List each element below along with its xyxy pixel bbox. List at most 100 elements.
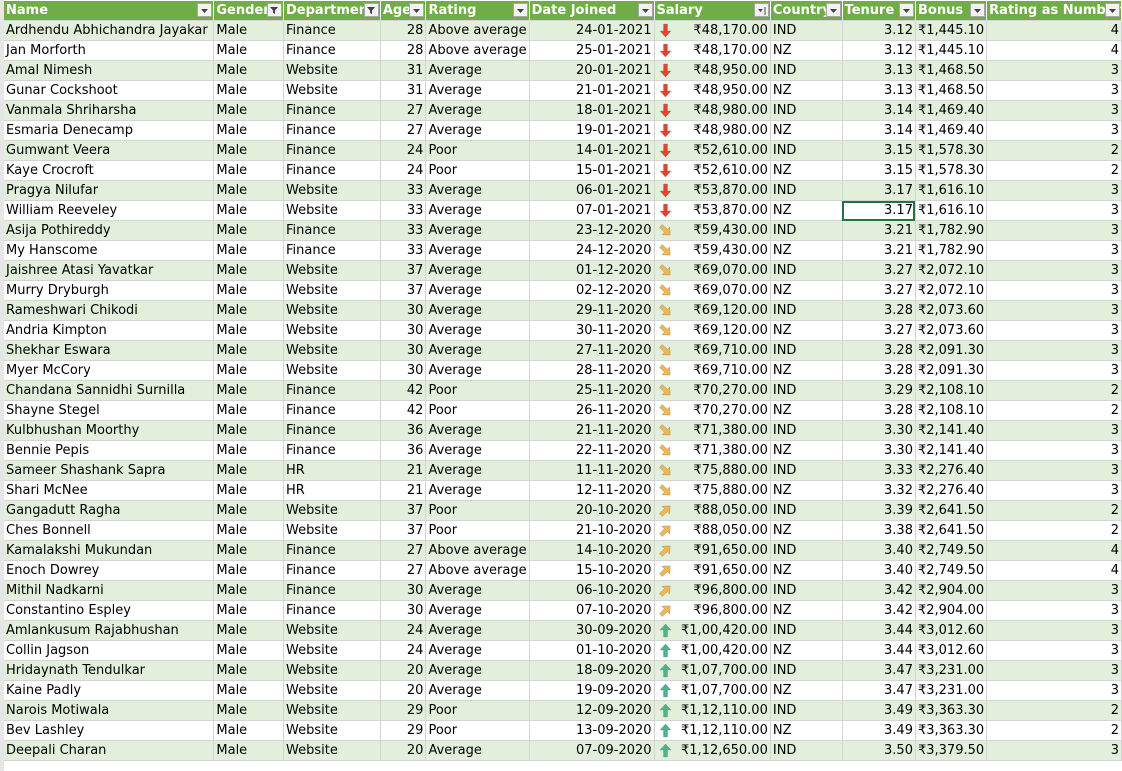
cell-tenure[interactable]: 3.32: [842, 480, 916, 501]
cell-tenure[interactable]: 3.49: [842, 700, 916, 721]
cell-rating[interactable]: Average: [425, 100, 530, 121]
cell-name[interactable]: Jan Morforth: [4, 40, 215, 61]
cell-bonus[interactable]: ₹1,468.50: [915, 80, 988, 101]
cell-rnum[interactable]: 3: [986, 100, 1122, 121]
cell-country[interactable]: NZ: [770, 400, 843, 421]
cell-rating[interactable]: Average: [425, 280, 530, 301]
cell-salary[interactable]: ₹1,07,700.00: [654, 660, 771, 681]
cell-department[interactable]: Finance: [283, 40, 381, 61]
cell-country[interactable]: IND: [770, 420, 843, 441]
cell-gender[interactable]: Male: [213, 180, 285, 201]
cell-rating[interactable]: Average: [425, 440, 530, 461]
cell-bonus[interactable]: ₹1,445.10: [915, 20, 988, 41]
cell-tenure[interactable]: 3.42: [842, 580, 916, 601]
cell-date[interactable]: 07-10-2020: [529, 600, 655, 621]
cell-tenure[interactable]: 3.17: [842, 200, 916, 221]
cell-bonus[interactable]: ₹2,072.10: [915, 260, 988, 281]
cell-bonus[interactable]: ₹2,091.30: [915, 360, 988, 381]
cell-name[interactable]: Ches Bonnell: [4, 520, 215, 541]
cell-name[interactable]: Deepali Charan: [4, 740, 215, 761]
cell-age[interactable]: 27: [380, 540, 427, 561]
cell-department[interactable]: Website: [283, 640, 381, 661]
cell-bonus[interactable]: ₹1,782.90: [915, 240, 988, 261]
cell-salary[interactable]: ₹75,880.00: [654, 460, 771, 481]
cell-tenure[interactable]: 3.42: [842, 600, 916, 621]
cell-gender[interactable]: Male: [213, 340, 285, 361]
cell-salary[interactable]: ₹96,800.00: [654, 580, 771, 601]
cell-department[interactable]: Website: [283, 340, 381, 361]
cell-name[interactable]: Kulbhushan Moorthy: [4, 420, 215, 441]
cell-bonus[interactable]: ₹1,616.10: [915, 200, 988, 221]
cell-age[interactable]: 21: [380, 480, 427, 501]
cell-bonus[interactable]: ₹2,141.40: [915, 420, 988, 441]
cell-salary[interactable]: ₹1,00,420.00: [654, 640, 771, 661]
cell-rnum[interactable]: 3: [986, 620, 1122, 641]
cell-salary[interactable]: ₹48,980.00: [654, 100, 771, 121]
cell-name[interactable]: Shayne Stegel: [4, 400, 215, 421]
cell-gender[interactable]: Male: [213, 700, 285, 721]
cell-date[interactable]: 19-01-2021: [529, 120, 655, 141]
cell-age[interactable]: 30: [380, 600, 427, 621]
cell-age[interactable]: 21: [380, 460, 427, 481]
cell-tenure[interactable]: 3.14: [842, 100, 916, 121]
cell-gender[interactable]: Male: [213, 140, 285, 161]
cell-date[interactable]: 15-10-2020: [529, 560, 655, 581]
cell-age[interactable]: 20: [380, 680, 427, 701]
cell-department[interactable]: Website: [283, 80, 381, 101]
cell-date[interactable]: 25-11-2020: [529, 380, 655, 401]
cell-name[interactable]: Narois Motiwala: [4, 700, 215, 721]
cell-rnum[interactable]: 3: [986, 300, 1122, 321]
cell-name[interactable]: Myer McCory: [4, 360, 215, 381]
cell-department[interactable]: HR: [283, 460, 381, 481]
cell-age[interactable]: 27: [380, 120, 427, 141]
cell-date[interactable]: 15-01-2021: [529, 160, 655, 181]
cell-country[interactable]: IND: [770, 300, 843, 321]
cell-date[interactable]: 14-10-2020: [529, 540, 655, 561]
cell-rating[interactable]: Average: [425, 460, 530, 481]
cell-rating[interactable]: Average: [425, 240, 530, 261]
cell-date[interactable]: 01-12-2020: [529, 260, 655, 281]
cell-date[interactable]: 18-01-2021: [529, 100, 655, 121]
cell-name[interactable]: Kamalakshi Mukundan: [4, 540, 215, 561]
cell-tenure[interactable]: 3.44: [842, 620, 916, 641]
cell-gender[interactable]: Male: [213, 300, 285, 321]
filter-dropdown-icon[interactable]: [512, 3, 528, 17]
cell-tenure[interactable]: 3.40: [842, 560, 916, 581]
cell-bonus[interactable]: ₹1,469.40: [915, 100, 988, 121]
cell-country[interactable]: IND: [770, 500, 843, 521]
cell-salary[interactable]: ₹52,610.00: [654, 140, 771, 161]
cell-rating[interactable]: Average: [425, 680, 530, 701]
cell-name[interactable]: Gangadutt Ragha: [4, 500, 215, 521]
cell-country[interactable]: IND: [770, 740, 843, 761]
cell-date[interactable]: 19-09-2020: [529, 680, 655, 701]
cell-department[interactable]: Finance: [283, 160, 381, 181]
cell-rnum[interactable]: 3: [986, 180, 1122, 201]
cell-age[interactable]: 24: [380, 140, 427, 161]
cell-name[interactable]: Shari McNee: [4, 480, 215, 501]
cell-rating[interactable]: Poor: [425, 520, 530, 541]
cell-tenure[interactable]: 3.40: [842, 540, 916, 561]
cell-tenure[interactable]: 3.30: [842, 420, 916, 441]
cell-bonus[interactable]: ₹3,379.50: [915, 740, 988, 761]
cell-department[interactable]: Website: [283, 200, 381, 221]
cell-rnum[interactable]: 3: [986, 460, 1122, 481]
cell-salary[interactable]: ₹71,380.00: [654, 440, 771, 461]
cell-bonus[interactable]: ₹2,749.50: [915, 560, 988, 581]
cell-salary[interactable]: ₹70,270.00: [654, 400, 771, 421]
cell-rating[interactable]: Poor: [425, 500, 530, 521]
cell-rating[interactable]: Average: [425, 640, 530, 661]
cell-department[interactable]: Finance: [283, 220, 381, 241]
filter-dropdown-icon[interactable]: [825, 3, 841, 17]
cell-country[interactable]: NZ: [770, 320, 843, 341]
cell-country[interactable]: NZ: [770, 480, 843, 501]
cell-salary[interactable]: ₹70,270.00: [654, 380, 771, 401]
cell-rnum[interactable]: 3: [986, 60, 1122, 81]
cell-rnum[interactable]: 2: [986, 140, 1122, 161]
cell-name[interactable]: Hridaynath Tendulkar: [4, 660, 215, 681]
cell-name[interactable]: Kaye Crocroft: [4, 160, 215, 181]
cell-department[interactable]: Website: [283, 740, 381, 761]
cell-department[interactable]: Website: [283, 320, 381, 341]
cell-rnum[interactable]: 4: [986, 20, 1122, 41]
cell-date[interactable]: 20-10-2020: [529, 500, 655, 521]
cell-date[interactable]: 27-11-2020: [529, 340, 655, 361]
